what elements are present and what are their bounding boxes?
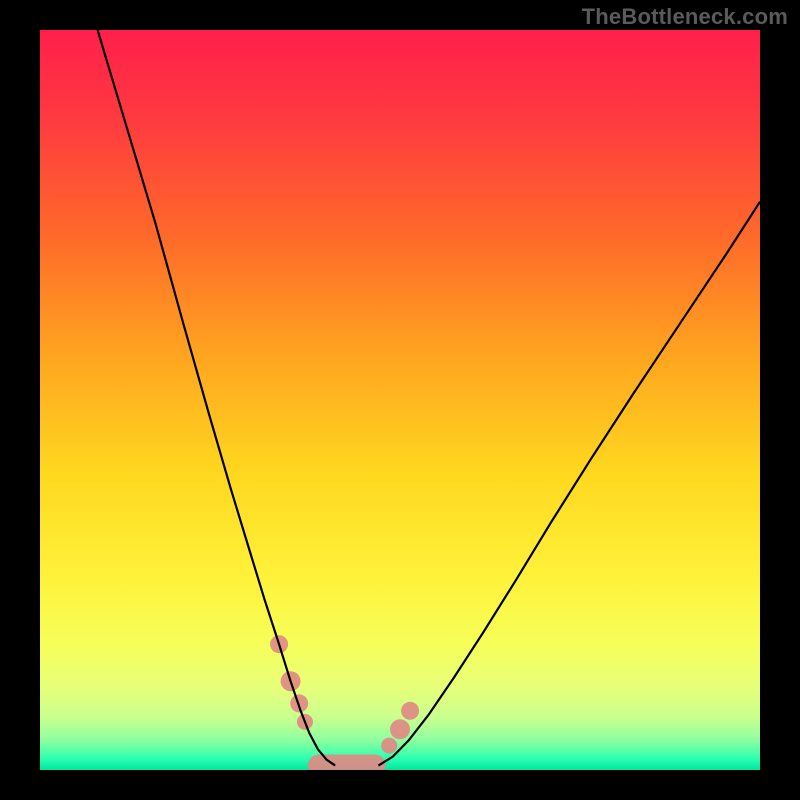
canvas: TheBottleneck.com: [0, 0, 800, 800]
marker-dot: [401, 702, 419, 720]
bottleneck-chart: [40, 30, 760, 770]
marker-band: [308, 755, 386, 770]
watermark-text: TheBottleneck.com: [582, 4, 788, 30]
marker-dot: [381, 738, 397, 754]
gradient-fill: [40, 30, 760, 770]
marker-dot: [390, 719, 410, 739]
